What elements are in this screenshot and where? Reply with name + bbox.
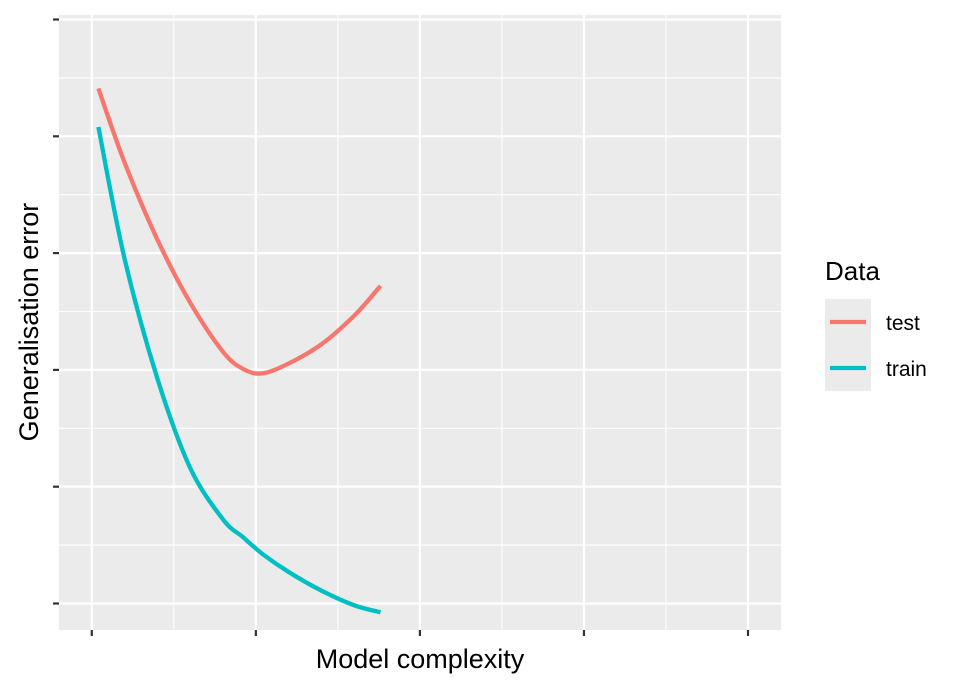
major-gridlines (59, 15, 781, 630)
axis-ticks (53, 18, 750, 636)
series-line-test (96, 87, 383, 376)
x-axis-title: Model complexity (316, 644, 525, 674)
legend-label-test: test (886, 312, 920, 335)
y-axis-title: Generalisation error (14, 203, 44, 442)
series-lines (96, 87, 383, 615)
legend-label-train: train (886, 358, 927, 381)
legend-title: Data (825, 256, 880, 286)
legend: Data test train (825, 256, 927, 391)
series-line-train (96, 126, 382, 615)
